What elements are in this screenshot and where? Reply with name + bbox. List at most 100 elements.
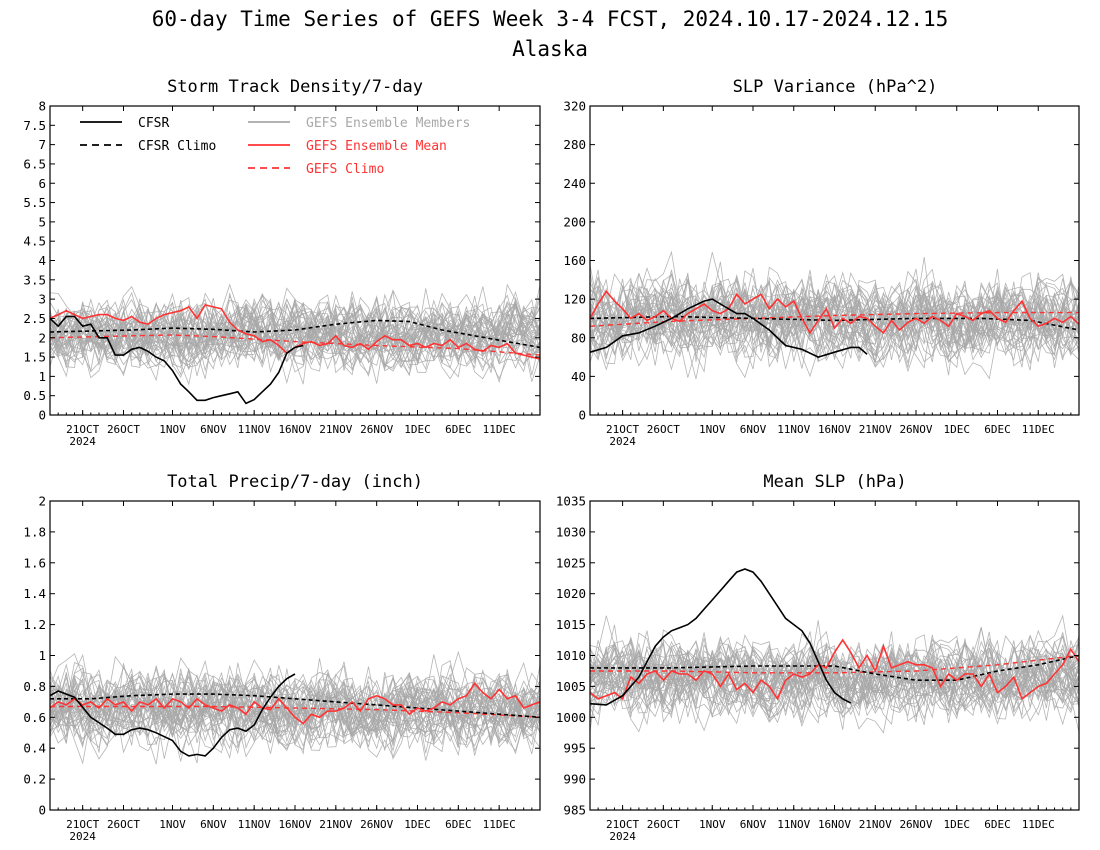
x-tick-label: 6NOV (200, 423, 227, 436)
x-tick-label: 26OCT (107, 818, 140, 831)
plot-frame (49, 105, 541, 416)
cfsr-climo-line (50, 693, 540, 719)
y-tick-label: 1.4 (23, 586, 46, 601)
legend-gefs-mean-label: GEFS Ensemble Mean (306, 139, 447, 154)
x-tick-label: 26OCT (647, 818, 680, 831)
legend-gefs-members-label: GEFS Ensemble Members (306, 116, 470, 131)
y-tick-label: 0 (38, 803, 46, 818)
y-tick-label: 240 (563, 176, 586, 191)
gefs-ensemble-mean-line (590, 638, 1079, 701)
x-tick-label: 1DEC (404, 423, 431, 436)
y-tick-label: 40 (571, 369, 586, 384)
ensemble-member-line (50, 301, 540, 367)
x-tick-label: 1NOV (699, 423, 726, 436)
y-tick-label: 0 (38, 408, 46, 423)
cfsr-line (50, 673, 296, 757)
x-tick-label: 21NOV (319, 818, 352, 831)
y-tick-label: 1015 (556, 617, 586, 632)
ensemble-member-line (590, 634, 1079, 726)
y-tick-label: 0.8 (23, 679, 46, 694)
gefs-climo-line (50, 705, 540, 718)
ensemble-member-line (50, 668, 540, 758)
plot-area (50, 650, 540, 765)
y-tick-label: 1020 (556, 586, 586, 601)
x-tick-label: 21OCT (66, 818, 99, 831)
x-tick-label: 26OCT (647, 423, 680, 436)
x-tick-label: 21OCT (66, 423, 99, 436)
y-tick-label: 1035 (556, 494, 586, 509)
y-tick-label: 995 (563, 741, 586, 756)
panel-2: 0 40 80 120 160 200 240 280 320 21OCT 26OCT 1NOV 6NO… (563, 77, 1080, 448)
y-tick-label: 4 (38, 253, 46, 268)
x-tick-label: 11DEC (483, 423, 516, 436)
x-tick-label: 11DEC (1022, 818, 1055, 831)
y-tick-label: 0.4 (23, 741, 46, 756)
y-tick-label: 6 (38, 176, 46, 191)
ensemble-member-line (590, 282, 1079, 378)
ensemble-member-line (50, 668, 540, 757)
gefs-climo-line (590, 311, 1079, 327)
ensemble-member-line (590, 636, 1079, 724)
y-tick-label: 0 (578, 408, 586, 423)
x-tick-label: 1NOV (699, 818, 726, 831)
cfsr-line (590, 298, 868, 358)
y-tick-label: 3.5 (23, 272, 46, 287)
y-tick-label: 1 (38, 648, 46, 663)
y-tick-label: 985 (563, 803, 586, 818)
y-tick-label: 4.5 (23, 234, 46, 249)
ensemble-member-line (590, 642, 1079, 732)
ensemble-member-line (590, 287, 1079, 369)
x-tick-label: 6NOV (200, 818, 227, 831)
x-tick-label: 21NOV (859, 423, 892, 436)
y-tick-label: 7.5 (23, 118, 46, 133)
x-tick-label: 11NOV (777, 423, 810, 436)
ensemble-member-line (50, 650, 540, 765)
x-tick-label: 16NOV (818, 818, 851, 831)
y-tick-label: 0.2 (23, 772, 46, 787)
legend-cfsr-label: CFSR (138, 116, 169, 131)
y-tick-label: 1005 (556, 679, 586, 694)
x-tick-label: 11NOV (777, 818, 810, 831)
ensemble-member-line (590, 289, 1079, 354)
ensemble-member-line (50, 674, 540, 748)
x-tick-label: 6DEC (984, 818, 1011, 831)
y-tick-label: 990 (563, 772, 586, 787)
x-tick-label: 11NOV (238, 423, 271, 436)
x-year-label: 2024 (69, 435, 96, 448)
y-tick-label: 1025 (556, 555, 586, 570)
ensemble-member-line (590, 627, 1079, 719)
y-tick-label: 2 (38, 330, 46, 345)
ensemble-member-line (50, 284, 540, 377)
y-tick-label: 7 (38, 137, 46, 152)
y-tick-label: 80 (571, 330, 586, 345)
cfsr-line (590, 568, 852, 706)
x-tick-label: 6DEC (445, 818, 472, 831)
y-tick-label: 1.2 (23, 617, 46, 632)
x-tick-label: 1DEC (944, 423, 971, 436)
cfsr-line (50, 315, 304, 405)
y-tick-label: 280 (563, 137, 586, 152)
ensemble-member-line (50, 306, 540, 373)
ensemble-member-line (590, 634, 1079, 718)
x-tick-label: 6DEC (984, 423, 1011, 436)
panel-title: Total Precip/7-day (inch) (167, 472, 423, 492)
x-tick-label: 11DEC (1022, 423, 1055, 436)
ensemble-member-line (50, 293, 540, 367)
y-tick-label: 1010 (556, 648, 586, 663)
panel-4: 985 990 995 1000 1005 1010 1015 1020 1025 1030 103… (556, 472, 1080, 843)
x-tick-label: 1DEC (404, 818, 431, 831)
legend-gefs-climo-label: GEFS Climo (306, 162, 384, 177)
x-tick-label: 6NOV (740, 423, 767, 436)
ensemble-member-line (590, 285, 1079, 368)
figure-title-line2: Alaska (512, 37, 588, 61)
ensemble-member-line (590, 276, 1079, 371)
x-year-label: 2024 (609, 830, 636, 843)
panel-1: 0 0.5 1 1.5 2 2.5 3 3.5 4 4.5 5 5.5 6 6.5 7 7.5 8 21OCT 26… (23, 77, 541, 448)
y-tick-label: 8 (38, 99, 46, 114)
plot-frame (49, 500, 541, 811)
x-tick-label: 21NOV (859, 818, 892, 831)
y-tick-label: 1000 (556, 710, 586, 725)
x-tick-label: 26NOV (360, 818, 393, 831)
panel-title: Storm Track Density/7-day (167, 77, 423, 97)
